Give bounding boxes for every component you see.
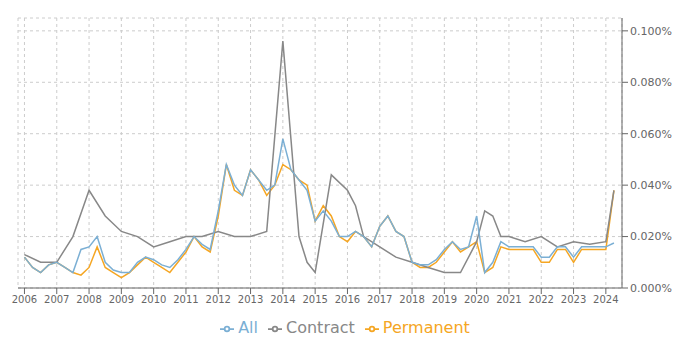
html-text:Contract: Contract <box>286 318 355 337</box>
svg-text:0.060%: 0.060% <box>630 128 672 141</box>
html-text:Permanent: Permanent <box>382 318 470 337</box>
svg-text:2014: 2014 <box>270 294 295 305</box>
svg-text:2011: 2011 <box>173 294 198 305</box>
svg-text:2013: 2013 <box>238 294 263 305</box>
svg-text:2022: 2022 <box>529 294 554 305</box>
svg-text:2007: 2007 <box>44 294 69 305</box>
svg-text:2017: 2017 <box>367 294 392 305</box>
svg-text:0.100%: 0.100% <box>630 25 672 38</box>
svg-text:2009: 2009 <box>109 294 134 305</box>
svg-text:2023: 2023 <box>561 294 586 305</box>
svg-text:2006: 2006 <box>12 294 37 305</box>
svg-text:2021: 2021 <box>496 294 521 305</box>
svg-text:2010: 2010 <box>141 294 166 305</box>
svg-text:0.000%: 0.000% <box>630 282 672 295</box>
svg-text:0.040%: 0.040% <box>630 179 672 192</box>
svg-text:2020: 2020 <box>464 294 489 305</box>
svg-text:0.080%: 0.080% <box>630 76 672 89</box>
svg-text:0.020%: 0.020% <box>630 230 672 243</box>
svg-text:2012: 2012 <box>206 294 231 305</box>
svg-text:2016: 2016 <box>335 294 360 305</box>
svg-text:2015: 2015 <box>302 294 327 305</box>
html-text:All: All <box>238 318 258 337</box>
svg-text:2019: 2019 <box>432 294 457 305</box>
svg-text:2018: 2018 <box>399 294 424 305</box>
svg-text:2008: 2008 <box>76 294 101 305</box>
svg-text:2024: 2024 <box>593 294 618 305</box>
